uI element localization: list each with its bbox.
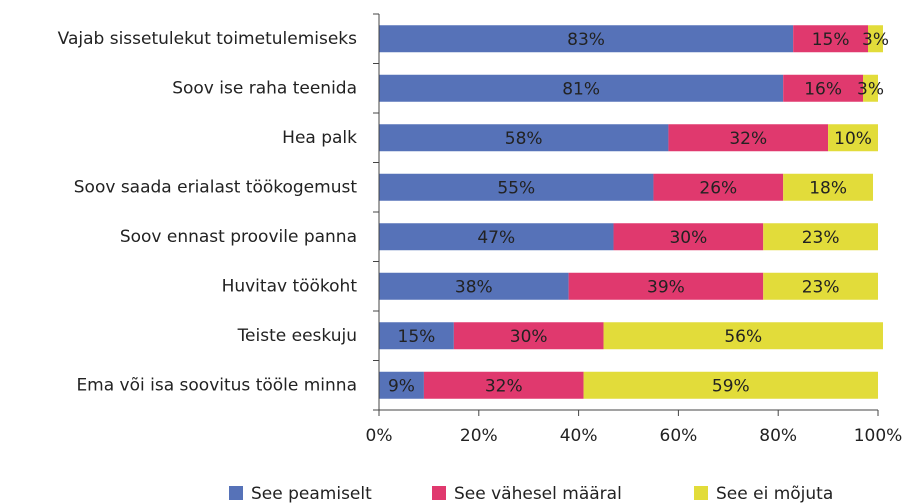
bar-segment: [379, 272, 569, 300]
data-label: 15%: [398, 327, 436, 347]
data-label: 30%: [669, 228, 707, 248]
data-label: 30%: [510, 327, 548, 347]
bar-segment: [828, 124, 878, 152]
y-tick-label: Ema või isa soovitus tööle minna: [76, 375, 357, 395]
data-label: 39%: [647, 277, 685, 297]
x-tick-label: 100%: [854, 426, 903, 446]
bar-segment: [568, 272, 764, 300]
bar-segment: [868, 25, 883, 53]
y-tick-label: Vajab sissetulekut toimetulemiseks: [58, 29, 357, 49]
data-label: 55%: [497, 178, 535, 198]
legend-label: See ei mõjuta: [716, 484, 833, 504]
x-tick-label: 80%: [759, 426, 797, 446]
bar-segment: [379, 25, 794, 53]
bar-segment: [763, 272, 878, 300]
x-tick-label: 40%: [560, 426, 598, 446]
data-label: 23%: [802, 277, 840, 297]
data-label: 32%: [729, 129, 767, 149]
data-label: 9%: [388, 376, 415, 396]
x-tick-label: 20%: [460, 426, 498, 446]
data-label: 3%: [862, 30, 889, 50]
bar-segment: [863, 74, 878, 102]
bar-segment: [379, 124, 669, 152]
bar-segment: [583, 371, 878, 399]
bar-segment: [783, 74, 864, 102]
data-label: 59%: [712, 376, 750, 396]
bar-segment: [379, 173, 654, 201]
legend-swatch: [432, 486, 446, 500]
data-label: 32%: [485, 376, 523, 396]
data-label: 10%: [834, 129, 872, 149]
bar-segment: [613, 223, 764, 251]
y-tick-label: Teiste eeskuju: [237, 326, 357, 346]
y-tick-label: Soov saada erialast töökogemust: [74, 177, 358, 197]
legend-swatch: [694, 486, 708, 500]
y-tick-label: Huvitav töökoht: [222, 276, 358, 296]
legend-label: See vähesel määral: [454, 484, 622, 504]
x-tick-label: 0%: [366, 426, 393, 446]
y-tick-label: Soov ise raha teenida: [172, 78, 357, 98]
y-tick-label: Hea palk: [282, 128, 357, 148]
bar-segment: [423, 371, 584, 399]
data-label: 58%: [505, 129, 543, 149]
data-label: 38%: [455, 277, 493, 297]
bar-segment: [379, 74, 784, 102]
data-label: 23%: [802, 228, 840, 248]
data-label: 15%: [812, 30, 850, 50]
data-label: 16%: [804, 79, 842, 99]
bar-segment: [793, 25, 869, 53]
bar-segment: [379, 223, 614, 251]
data-label: 18%: [809, 178, 847, 198]
bar-segment: [653, 173, 784, 201]
legend-swatch: [229, 486, 243, 500]
x-tick-label: 60%: [660, 426, 698, 446]
data-label: 83%: [567, 30, 605, 50]
data-label: 3%: [857, 79, 884, 99]
bar-segment: [453, 322, 604, 350]
bar-segment: [763, 223, 878, 251]
bar-segment: [379, 322, 454, 350]
bar-segment: [603, 322, 883, 350]
data-label: 56%: [724, 327, 762, 347]
bar-segment: [668, 124, 829, 152]
data-label: 47%: [477, 228, 515, 248]
bar-segment: [379, 371, 424, 399]
data-label: 26%: [699, 178, 737, 198]
bar-segment: [783, 173, 874, 201]
data-label: 81%: [562, 79, 600, 99]
legend-label: See peamiselt: [251, 484, 372, 504]
y-tick-label: Soov ennast proovile panna: [120, 227, 357, 247]
